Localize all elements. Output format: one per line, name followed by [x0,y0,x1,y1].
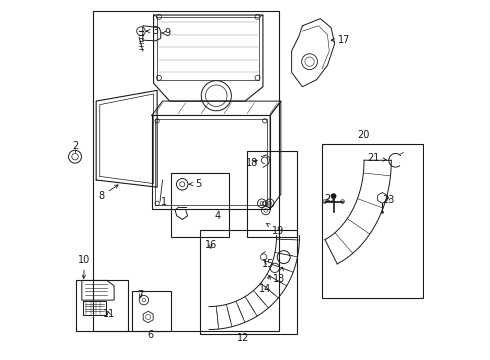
Bar [200,230,297,334]
Text: 5: 5 [189,179,201,189]
Text: 17: 17 [331,35,351,45]
Bar [93,12,279,330]
Text: 1: 1 [161,197,167,207]
Text: 19: 19 [267,224,284,236]
Text: 22: 22 [324,194,337,204]
Bar [132,291,172,330]
Text: 20: 20 [357,130,369,140]
Bar [172,173,229,237]
Text: 9: 9 [162,28,171,38]
Circle shape [331,193,337,199]
Text: 13: 13 [273,267,285,284]
Text: 15: 15 [262,258,274,269]
Text: 21: 21 [367,153,386,163]
Text: 23: 23 [382,195,394,205]
Text: 6: 6 [147,330,154,340]
Text: 3: 3 [147,26,159,36]
Text: 7: 7 [137,291,144,301]
Text: 10: 10 [78,255,91,279]
Text: 14: 14 [259,276,271,294]
Bar [76,280,128,330]
Text: 4: 4 [215,211,220,221]
Text: 18: 18 [246,158,259,168]
Text: 16: 16 [204,240,217,250]
Text: 11: 11 [102,310,115,319]
Circle shape [381,211,384,214]
Text: 8: 8 [98,185,118,201]
Bar [322,144,422,298]
Bar [247,151,297,237]
Text: 2: 2 [72,141,78,151]
Text: 12: 12 [237,333,249,343]
